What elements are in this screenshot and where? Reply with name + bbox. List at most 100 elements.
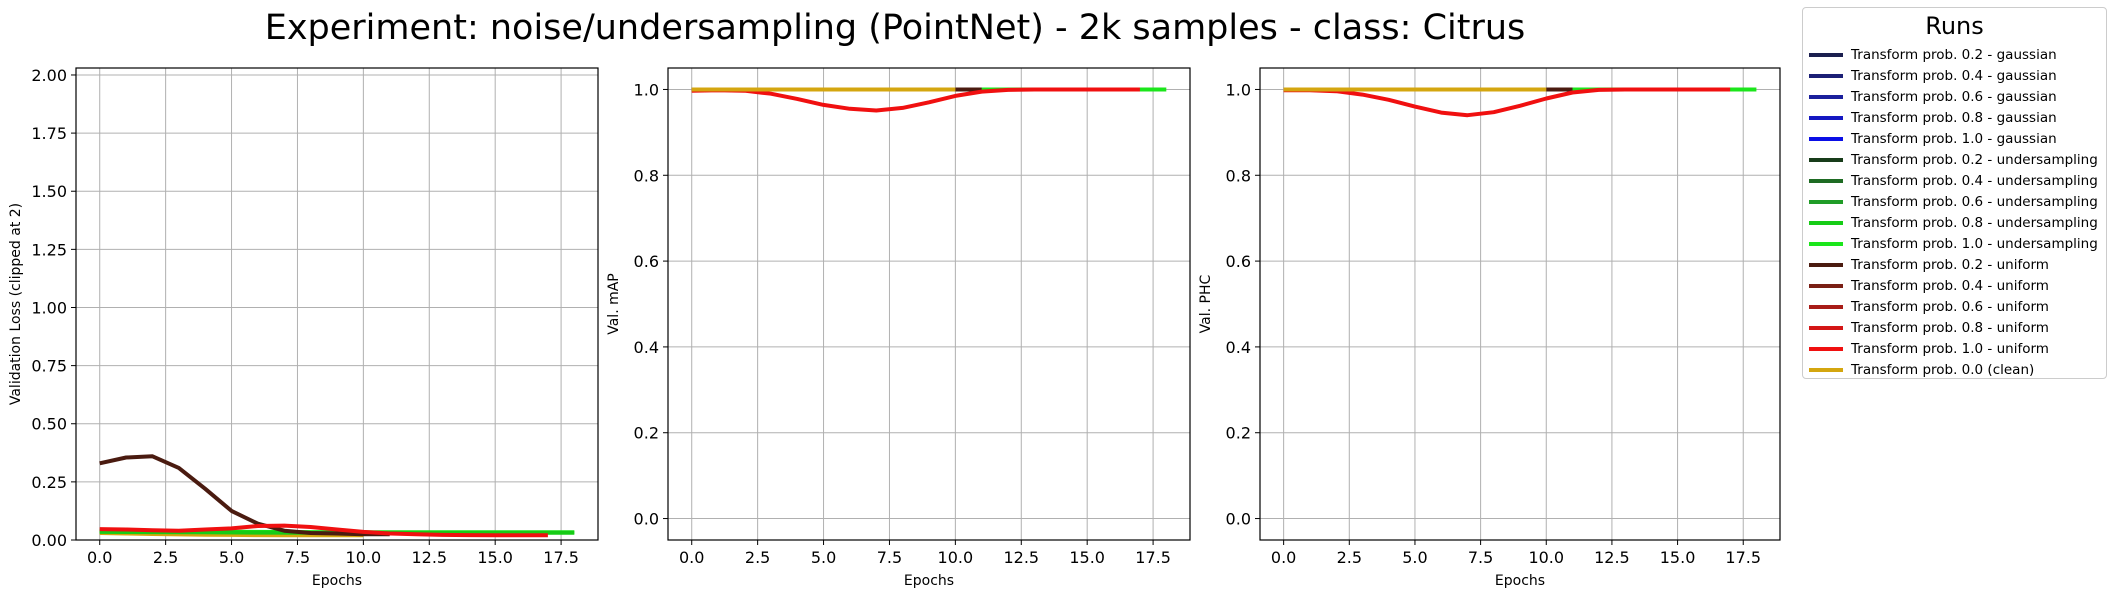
- y-tick-label: 1.00: [31, 298, 67, 317]
- x-tick-label: 0.0: [87, 548, 112, 567]
- legend-swatch: [1809, 178, 1843, 183]
- x-tick-label: 5.0: [811, 548, 836, 567]
- legend-entry: Transform prob. 0.4 - gaussian: [1803, 65, 2106, 86]
- x-tick-label: 15.0: [477, 548, 513, 567]
- legend-label: Transform prob. 0.4 - uniform: [1851, 277, 2049, 294]
- legend-label: Transform prob. 0.0 (clean): [1851, 361, 2035, 378]
- legend-label: Transform prob. 0.2 - undersampling: [1851, 151, 2098, 168]
- y-tick-label: 0.2: [634, 424, 659, 443]
- y-tick-label: 0.50: [31, 415, 67, 434]
- y-tick-label: 1.75: [31, 124, 67, 143]
- chart-panel-3: 0.0 2.5 5.0 7.5 10.0 12.5 15.0 17.5 0.0 0.2 0.4 0.6…: [1198, 67, 1781, 589]
- legend-label: Transform prob. 0.2 - uniform: [1851, 256, 2049, 273]
- y-tick-label: 2.00: [31, 66, 67, 85]
- axes-frame: [1259, 67, 1781, 541]
- x-tick-label: 15.0: [1069, 548, 1105, 567]
- y-axis-label: Val. PHC: [1198, 274, 1214, 333]
- chart-panel-2: 0.0 2.5 5.0 7.5 10.0 12.5 15.0 17.5 0.0 0.2 0.4 0.6…: [606, 67, 1191, 589]
- legend-label: Transform prob. 0.4 - undersampling: [1851, 172, 2098, 189]
- x-axis-label: Epochs: [1495, 573, 1545, 589]
- legend-title: Runs: [1925, 12, 1984, 40]
- axes-frame: [75, 67, 599, 541]
- legend-swatch: [1809, 283, 1843, 288]
- figure-title: Experiment: noise/undersampling (PointNe…: [264, 8, 1526, 48]
- y-tick-label: 0.0: [1226, 510, 1251, 529]
- x-tick-label: 2.5: [153, 548, 178, 567]
- y-tick-label: 0.4: [634, 338, 659, 357]
- x-tick-label: 10.0: [1528, 548, 1564, 567]
- y-tick-label: 0.25: [31, 473, 67, 492]
- legend-entry: Transform prob. 0.2 - uniform: [1803, 254, 2106, 275]
- x-tick-label: 2.5: [1337, 548, 1362, 567]
- legend-entry: Transform prob. 1.0 - uniform: [1803, 338, 2106, 359]
- legend-label: Transform prob. 0.6 - undersampling: [1851, 193, 2098, 210]
- y-tick-label: 0.8: [634, 166, 659, 185]
- y-tick-label: 0.00: [31, 531, 67, 550]
- legend-label: Transform prob. 0.6 - gaussian: [1851, 88, 2057, 105]
- legend-label: Transform prob. 0.8 - uniform: [1851, 319, 2049, 336]
- y-tick-label: 1.50: [31, 182, 67, 201]
- axes-frame: [667, 67, 1191, 541]
- y-tick-label: 0.6: [634, 252, 659, 271]
- series-line-3: [691, 87, 1140, 113]
- legend-label: Transform prob. 0.8 - undersampling: [1851, 214, 2098, 231]
- legend-swatch: [1809, 304, 1843, 309]
- y-tick-label: 0.2: [1226, 424, 1251, 443]
- x-tick-label: 12.5: [1003, 548, 1039, 567]
- x-tick-label: 0.0: [1271, 548, 1296, 567]
- y-tick-label: 0.75: [31, 357, 67, 376]
- legend-entry: Transform prob. 0.8 - uniform: [1803, 317, 2106, 338]
- x-tick-label: 17.5: [1725, 548, 1761, 567]
- legend-items: Transform prob. 0.2 - gaussian Transform …: [1803, 44, 2106, 380]
- y-tick-label: 1.25: [31, 240, 67, 259]
- legend-swatch: [1809, 115, 1843, 120]
- legend-label: Transform prob. 1.0 - undersampling: [1851, 235, 2098, 252]
- x-axis-label: Epochs: [904, 573, 954, 589]
- x-tick-label: 15.0: [1660, 548, 1696, 567]
- x-tick-label: 2.5: [745, 548, 770, 567]
- y-axis-label: Val. mAP: [606, 273, 622, 335]
- y-tick-label: 1.0: [1226, 80, 1251, 99]
- x-tick-label: 5.0: [1402, 548, 1427, 567]
- legend-entry: Transform prob. 1.0 - gaussian: [1803, 128, 2106, 149]
- legend-label: Transform prob. 1.0 - uniform: [1851, 340, 2049, 357]
- legend-entry: Transform prob. 0.6 - uniform: [1803, 296, 2106, 317]
- series-line-5: [99, 523, 548, 538]
- legend-entry: Transform prob. 0.4 - uniform: [1803, 275, 2106, 296]
- x-tick-label: 7.5: [285, 548, 310, 567]
- legend-swatch: [1809, 262, 1843, 267]
- legend-swatch: [1809, 346, 1843, 351]
- legend-label: Transform prob. 0.2 - gaussian: [1851, 46, 2057, 63]
- legend-swatch: [1809, 220, 1843, 225]
- legend-label: Transform prob. 1.0 - gaussian: [1851, 130, 2057, 147]
- legend-entry: Transform prob. 0.4 - undersampling: [1803, 170, 2106, 191]
- x-tick-label: 12.5: [1594, 548, 1630, 567]
- series-line-3: [1283, 87, 1731, 118]
- legend-entry: Transform prob. 0.2 - undersampling: [1803, 149, 2106, 170]
- x-tick-label: 10.0: [346, 548, 382, 567]
- chart-panel-1: 0.0 2.5 5.0 7.5 10.0 12.5 15.0 17.5 0.00 0.25 0.50…: [8, 66, 599, 589]
- x-tick-label: 7.5: [1468, 548, 1493, 567]
- legend-entry: Transform prob. 0.6 - gaussian: [1803, 86, 2106, 107]
- legend-label: Transform prob. 0.6 - uniform: [1851, 298, 2049, 315]
- legend-label: Transform prob. 0.4 - gaussian: [1851, 67, 2057, 84]
- y-tick-label: 0.6: [1226, 252, 1251, 271]
- legend-entry: Transform prob. 0.2 - gaussian: [1803, 44, 2106, 65]
- x-tick-label: 10.0: [938, 548, 974, 567]
- legend-swatch: [1809, 94, 1843, 99]
- legend-swatch: [1809, 52, 1843, 57]
- x-tick-label: 0.0: [679, 548, 704, 567]
- series-line-4: [99, 454, 390, 537]
- x-tick-label: 5.0: [219, 548, 244, 567]
- legend-swatch: [1809, 157, 1843, 162]
- x-tick-label: 17.5: [1135, 548, 1171, 567]
- legend-swatch: [1809, 73, 1843, 78]
- y-axis-label: Validation Loss (clipped at 2): [8, 203, 24, 405]
- legend-entry: Transform prob. 0.8 - undersampling: [1803, 212, 2106, 233]
- legend-entry: Transform prob. 0.0 (clean): [1803, 359, 2106, 380]
- x-axis-label: Epochs: [312, 573, 362, 589]
- legend-entry: Transform prob. 1.0 - undersampling: [1803, 233, 2106, 254]
- y-tick-label: 0.4: [1226, 338, 1251, 357]
- y-tick-label: 1.0: [634, 80, 659, 99]
